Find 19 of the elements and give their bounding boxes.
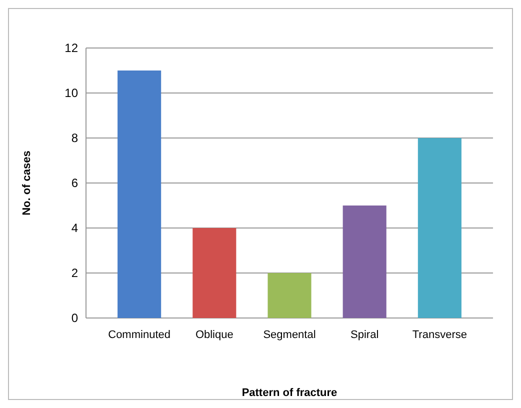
x-tick-label: Spiral bbox=[350, 329, 379, 341]
x-axis-title: Pattern of fracture bbox=[242, 387, 338, 399]
bar bbox=[192, 228, 236, 318]
y-tick-label: 4 bbox=[71, 221, 78, 236]
y-tick-label: 12 bbox=[64, 41, 78, 56]
x-tick-label: Comminuted bbox=[108, 329, 170, 341]
x-tick-label: Transverse bbox=[412, 329, 467, 341]
y-tick-label: 8 bbox=[71, 131, 78, 146]
bar bbox=[118, 70, 162, 318]
x-tick-label: Segmental bbox=[263, 329, 316, 341]
y-tick-label: 6 bbox=[71, 176, 78, 190]
x-tick-label: Oblique bbox=[195, 329, 234, 341]
bar bbox=[342, 206, 386, 318]
bar bbox=[268, 273, 312, 318]
y-tick-label: 10 bbox=[64, 86, 78, 100]
y-tick-label: 2 bbox=[71, 266, 78, 280]
y-tick-label: 0 bbox=[71, 311, 78, 326]
bar bbox=[418, 138, 462, 318]
y-axis-title: No. of cases bbox=[21, 150, 33, 216]
